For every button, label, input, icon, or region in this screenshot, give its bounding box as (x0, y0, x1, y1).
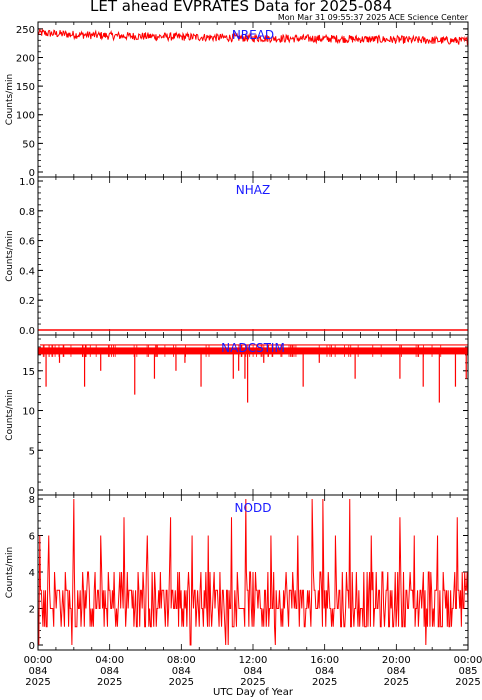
y-tick-label: 50 (22, 139, 35, 150)
generation-timestamp: Mon Mar 31 09:55:37 2025 ACE Science Cen… (278, 13, 469, 22)
panel-nhaz: 0.0 0.2 0.4 0.6 0.8 1.0 NHAZ Counts/min (5, 176, 469, 337)
y-tick-label: 250 (16, 25, 35, 36)
y-tick-label: 100 (16, 111, 35, 122)
x-tick-label-day: 084 (100, 666, 119, 677)
panel-nread: 0 50 100 150 200 250 NREAD Counts/min (5, 21, 469, 179)
x-tick-label-day: 084 (243, 666, 262, 677)
panel-nodd: 0 2 4 6 8 NODD Counts/min (5, 494, 469, 652)
x-tick-label-year: 2025 (240, 677, 265, 688)
x-tick-label-time: 00:00 (454, 655, 482, 666)
x-tick-label-time: 20:00 (382, 655, 411, 666)
panel-label: NODD (235, 501, 272, 515)
x-tick-label-day: 085 (458, 666, 477, 677)
x-tick-label-year: 2025 (312, 677, 337, 688)
y-tick-label: 4 (29, 568, 35, 579)
series-nodd (38, 498, 468, 646)
x-tick-label-day: 084 (315, 666, 334, 677)
x-tick-label-year: 2025 (25, 677, 50, 688)
x-tick-label-year: 2025 (169, 677, 194, 688)
y-axis-label: Counts/min (5, 230, 15, 281)
panel-frame (37, 21, 469, 178)
series-nread (38, 28, 468, 46)
y-tick-label: 0 (29, 486, 35, 497)
x-tick-label-day: 084 (387, 666, 406, 677)
x-tick-label-year: 2025 (455, 677, 480, 688)
y-tick-label: 200 (16, 53, 35, 64)
y-axis-label: Counts/min (5, 74, 15, 125)
panel-frame (37, 176, 469, 336)
x-axis-labels: 00:00084202504:00084202508:00084202512:0… (24, 655, 482, 688)
x-tick-label-time: 12:00 (239, 655, 268, 666)
x-tick-label-time: 04:00 (95, 655, 124, 666)
y-tick-label: 0.0 (19, 326, 35, 337)
panel-frame (37, 494, 469, 651)
x-tick-label-day: 084 (172, 666, 191, 677)
y-tick-label: 6 (29, 532, 35, 543)
x-tick-label-time: 16:00 (310, 655, 339, 666)
x-tick-label-day: 084 (28, 666, 47, 677)
y-tick-label: 0.2 (19, 296, 35, 307)
panel-frame (37, 334, 469, 496)
y-tick-label: 0 (29, 168, 35, 179)
y-tick-label: 15 (22, 367, 35, 378)
y-tick-label: 150 (16, 82, 35, 93)
y-tick-label: 10 (22, 407, 35, 418)
y-tick-label: 0.6 (19, 237, 35, 248)
y-tick-label: 0.8 (19, 207, 35, 218)
panel-nadcstim: 0 5 10 15 NADCSTIM Counts/min (5, 334, 469, 497)
panel-label: NREAD (232, 28, 274, 42)
y-axis-label: Counts/min (5, 547, 15, 598)
panel-label: NHAZ (236, 183, 270, 197)
y-tick-label: 1.0 (19, 177, 35, 188)
chart-title: LET ahead EVPRATES Data for 2025-084 (90, 0, 392, 15)
y-tick-label: 5 (29, 446, 35, 457)
x-tick-label-time: 08:00 (167, 655, 196, 666)
y-tick-label: 0.4 (19, 266, 35, 277)
y-tick-label: 2 (29, 605, 35, 616)
x-tick-label-time: 00:00 (24, 655, 53, 666)
y-axis-label: Counts/min (5, 389, 15, 440)
x-tick-label-year: 2025 (97, 677, 122, 688)
y-tick-label: 0 (29, 641, 35, 652)
x-axis-title: UTC Day of Year (213, 687, 294, 698)
x-tick-label-year: 2025 (384, 677, 409, 688)
y-tick-label: 8 (29, 495, 35, 506)
panel-label: NADCSTIM (221, 341, 285, 355)
